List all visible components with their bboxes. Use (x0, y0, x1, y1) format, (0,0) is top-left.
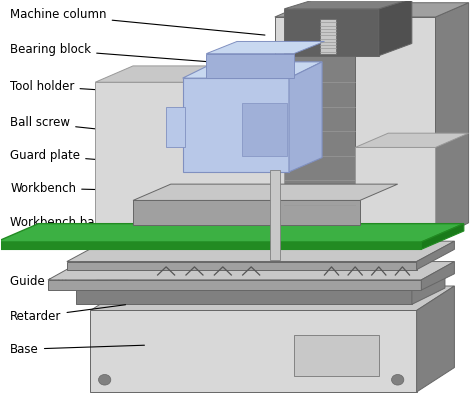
Circle shape (392, 375, 404, 385)
Polygon shape (206, 54, 294, 78)
Text: Ball screw: Ball screw (10, 117, 248, 145)
Polygon shape (95, 66, 322, 82)
Bar (294, 335, 379, 376)
Polygon shape (417, 286, 455, 392)
Polygon shape (206, 41, 324, 54)
Polygon shape (275, 17, 436, 239)
Polygon shape (284, 9, 379, 56)
Polygon shape (412, 274, 445, 304)
Polygon shape (379, 0, 412, 56)
Text: Bearing block: Bearing block (10, 43, 260, 66)
Polygon shape (166, 107, 185, 147)
Polygon shape (417, 241, 455, 270)
Polygon shape (355, 133, 469, 147)
Text: Workbench: Workbench (10, 182, 203, 195)
Text: Tool holder: Tool holder (10, 80, 234, 98)
Polygon shape (355, 147, 436, 225)
Text: Guard plate: Guard plate (10, 149, 203, 168)
Circle shape (99, 375, 111, 385)
Polygon shape (0, 224, 464, 242)
Polygon shape (48, 280, 421, 290)
Polygon shape (182, 78, 289, 172)
Polygon shape (95, 82, 284, 225)
Polygon shape (76, 274, 445, 290)
Text: Guide rail: Guide rail (10, 275, 128, 288)
Polygon shape (182, 62, 322, 78)
Polygon shape (275, 3, 469, 17)
Polygon shape (284, 52, 355, 239)
Polygon shape (284, 0, 412, 9)
Polygon shape (289, 62, 322, 172)
Bar (319, 19, 336, 54)
Polygon shape (421, 262, 455, 290)
Polygon shape (133, 200, 360, 225)
Bar (270, 170, 281, 260)
Polygon shape (421, 224, 464, 249)
Text: Retarder: Retarder (10, 305, 126, 323)
Polygon shape (48, 262, 455, 280)
Polygon shape (91, 310, 417, 392)
Polygon shape (0, 242, 421, 249)
Polygon shape (242, 103, 287, 155)
Polygon shape (67, 262, 417, 270)
Text: Base: Base (10, 343, 145, 356)
Polygon shape (76, 290, 412, 304)
Polygon shape (67, 241, 455, 262)
Text: Machine column: Machine column (10, 9, 265, 35)
Text: Workbench base: Workbench base (10, 216, 182, 229)
Polygon shape (436, 3, 469, 239)
Polygon shape (91, 286, 455, 310)
Polygon shape (133, 184, 398, 200)
